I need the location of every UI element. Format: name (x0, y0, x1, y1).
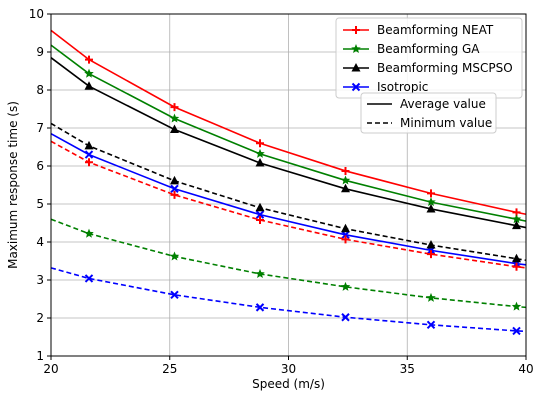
data-point (512, 326, 521, 336)
data-point (84, 228, 94, 238)
legend-series: Beamforming NEAT Beamforming GA Beamformin… (335, 17, 523, 99)
x-tick-label: 25 (162, 362, 177, 376)
data-point (170, 103, 179, 112)
legend-marker (352, 26, 360, 34)
x-axis-label: Speed (m/s) (252, 377, 325, 391)
data-point (341, 230, 350, 239)
series-layer (50, 29, 527, 336)
legend-marker (351, 63, 361, 72)
data-point (341, 166, 350, 175)
series-8 (50, 267, 527, 336)
data-point (255, 202, 265, 212)
legend-label: Isotropic (377, 80, 428, 94)
data-point (170, 124, 179, 134)
data-point (340, 175, 351, 185)
data-point (341, 223, 350, 233)
y-tick-label: 2 (36, 311, 44, 325)
series-line (50, 57, 527, 229)
data-point (512, 262, 521, 271)
data-point (511, 214, 522, 224)
legend-label: Average value (400, 97, 486, 111)
data-point (512, 220, 521, 230)
data-point (256, 139, 264, 148)
data-point (84, 68, 94, 78)
data-point (341, 235, 350, 244)
data-point (255, 303, 265, 312)
data-point (84, 81, 94, 90)
data-point (426, 320, 436, 330)
data-point (85, 158, 93, 167)
y-tick-label: 10 (29, 7, 44, 21)
x-tick-label: 35 (400, 362, 415, 376)
data-point (169, 113, 180, 123)
data-point (84, 150, 94, 159)
data-point (427, 250, 435, 259)
y-tick-label: 6 (36, 159, 44, 173)
legend-marker (351, 82, 361, 92)
data-point (170, 175, 179, 185)
legend-style: Average value Minimum value (360, 92, 497, 134)
series-5 (50, 140, 527, 271)
series-line (50, 44, 527, 222)
x-tick-label: 20 (43, 362, 58, 376)
data-point (84, 274, 94, 283)
data-point (427, 189, 435, 198)
y-tick-label: 5 (36, 197, 44, 211)
data-point (170, 290, 179, 300)
data-point (255, 210, 265, 219)
legend-label: Minimum value (400, 116, 492, 130)
series-line (50, 122, 527, 262)
series-3 (50, 57, 527, 230)
data-point (340, 281, 351, 291)
data-point (170, 190, 179, 199)
series-line (50, 267, 527, 333)
y-tick-label: 7 (36, 121, 44, 135)
data-point (426, 240, 436, 249)
data-point (426, 197, 436, 207)
y-tick-label: 9 (36, 45, 44, 59)
data-point (256, 215, 264, 224)
series-2 (50, 44, 527, 224)
x-tick-label: 40 (518, 362, 533, 376)
y-tick-label: 3 (36, 273, 44, 287)
data-point (341, 313, 350, 322)
series-line (50, 218, 527, 309)
series-line (50, 29, 527, 216)
legend-label: Beamforming GA (377, 42, 480, 56)
data-point (169, 251, 180, 261)
data-point (85, 55, 93, 64)
data-point (84, 140, 94, 150)
series-line (50, 132, 527, 266)
data-point (255, 148, 265, 158)
data-point (426, 292, 436, 302)
y-axis-label: Maximum response time (s) (6, 101, 20, 269)
y-tick-label: 8 (36, 83, 44, 97)
x-tick-label: 30 (281, 362, 296, 376)
data-point (170, 184, 179, 194)
data-point (512, 253, 521, 263)
series-line (50, 140, 527, 269)
axis-ticks: 20 25 30 35 40 1 2 3 4 5 6 7 8 9 10 (29, 7, 534, 376)
legend-box (360, 92, 497, 134)
y-tick-label: 1 (36, 349, 44, 363)
data-point (341, 183, 350, 193)
data-point (255, 268, 265, 278)
series-7 (50, 122, 527, 263)
data-point (511, 301, 522, 311)
legend-label: Beamforming NEAT (377, 23, 494, 37)
data-point (255, 157, 265, 167)
legend-marker (351, 44, 361, 54)
data-point (426, 203, 436, 213)
legend-label: Beamforming MSCPSO (377, 61, 513, 75)
y-tick-label: 4 (36, 235, 44, 249)
series-1 (50, 29, 527, 217)
series-6 (50, 218, 527, 311)
